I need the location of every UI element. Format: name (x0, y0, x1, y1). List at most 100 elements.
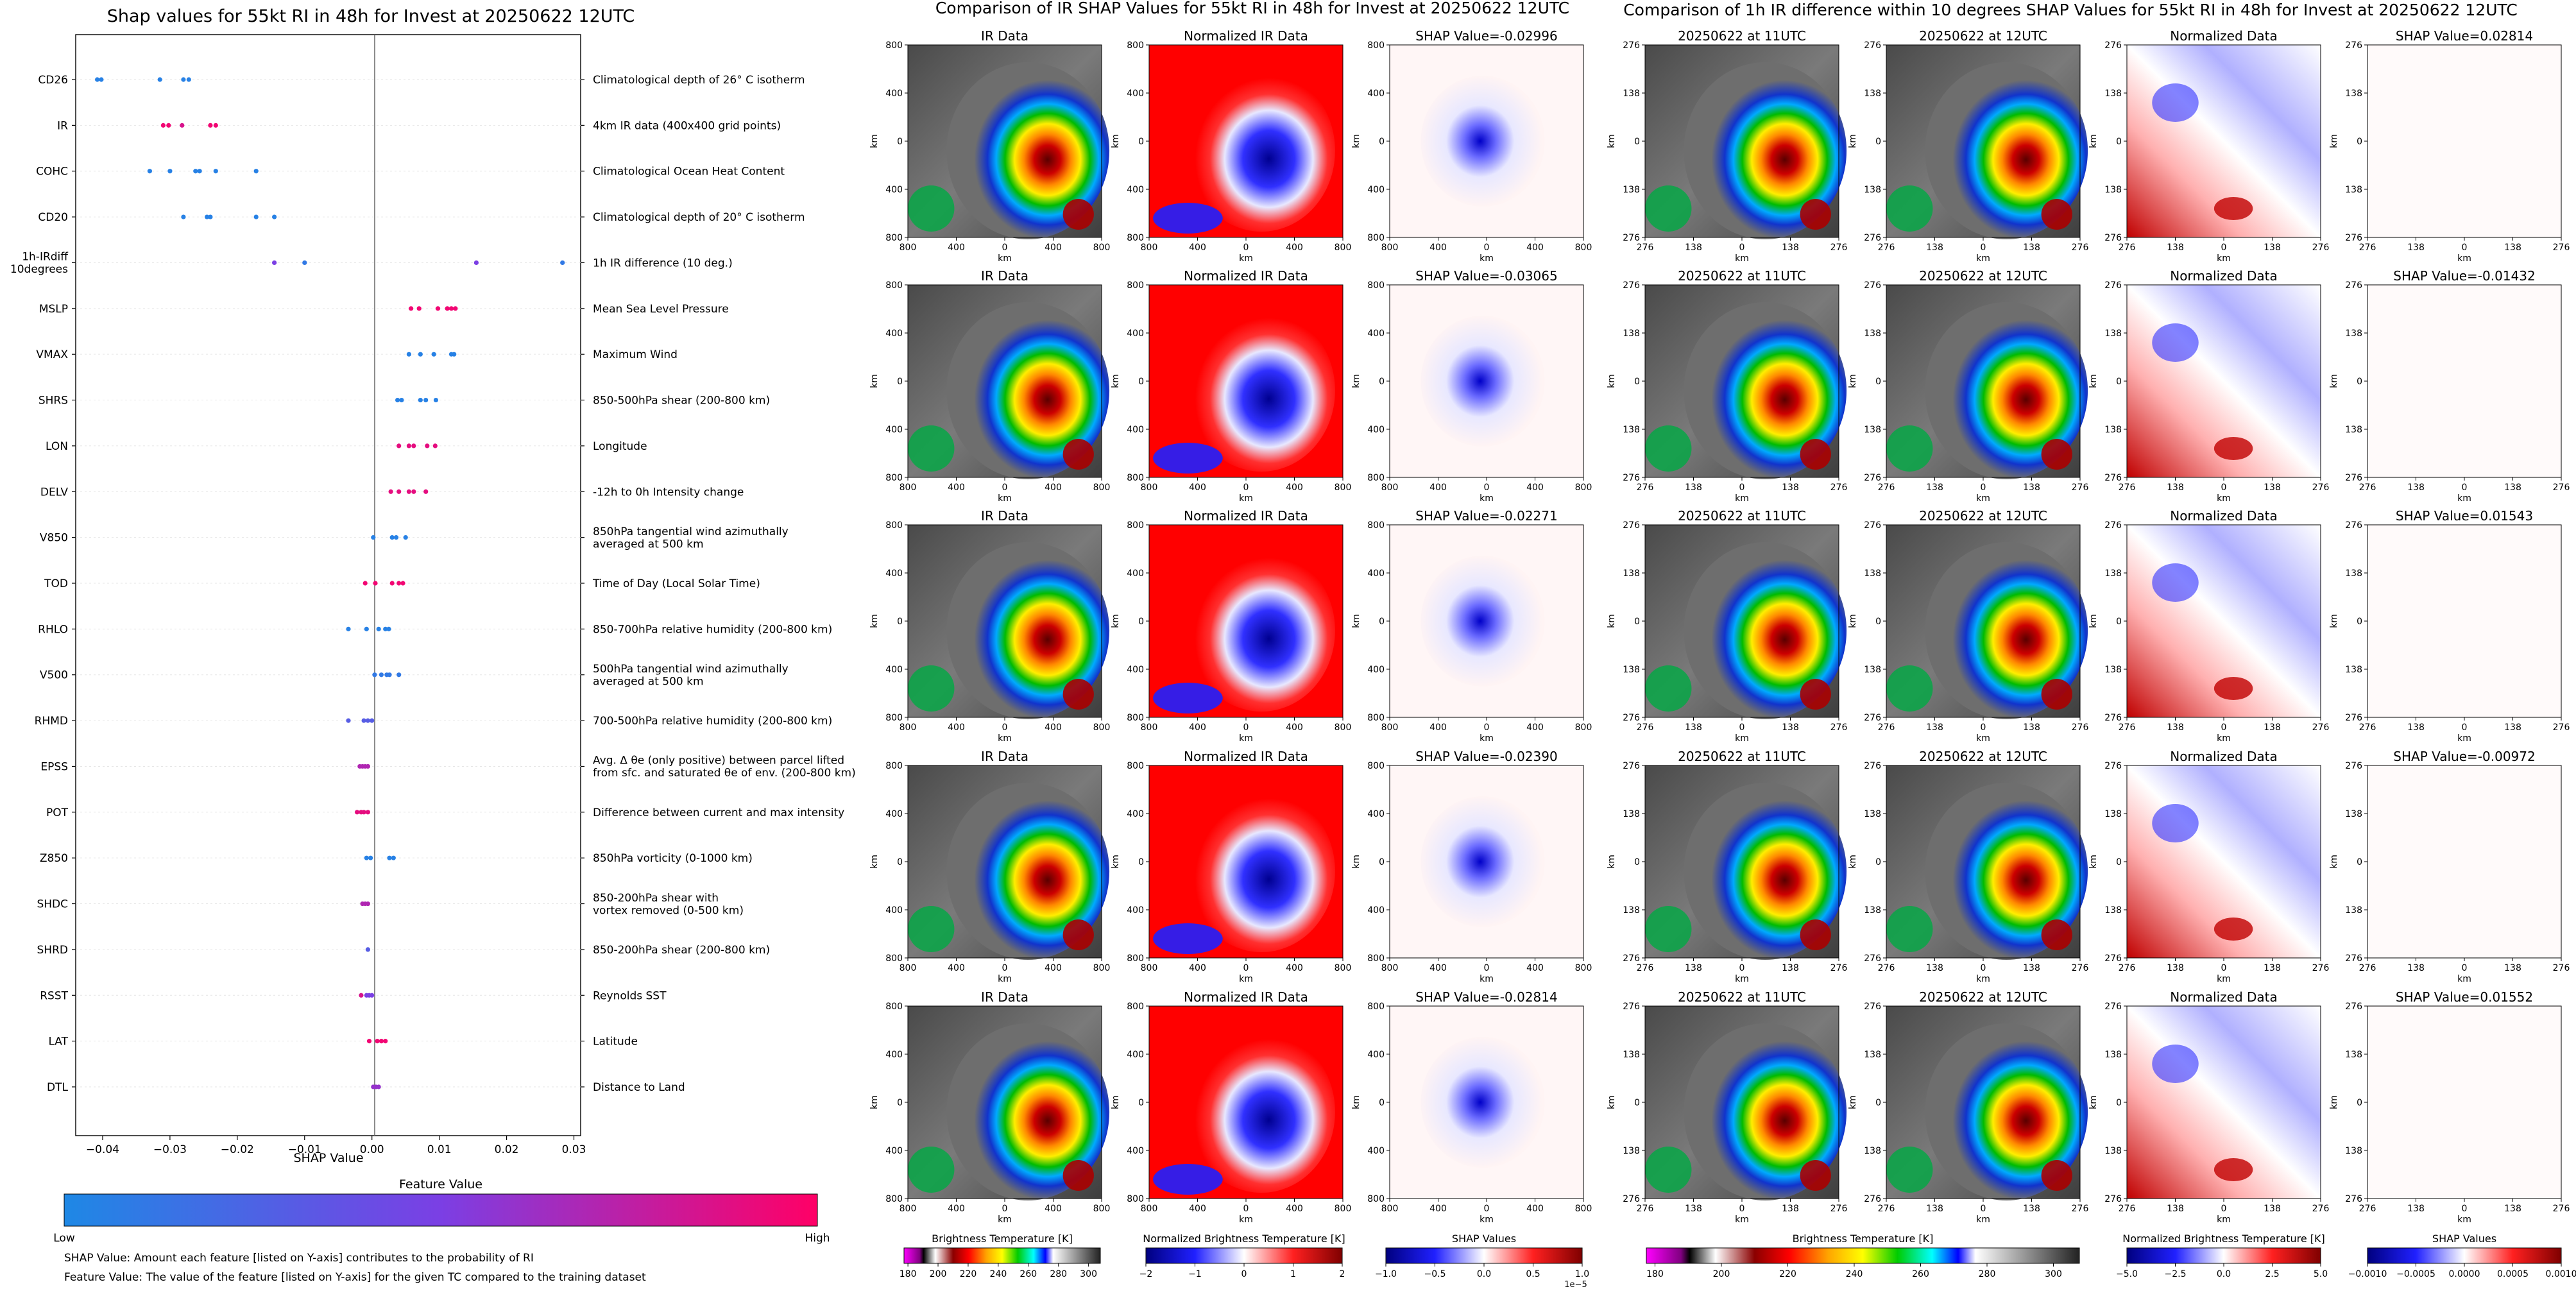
x-tick-label: 800 (900, 482, 917, 493)
y-tick-label: 0 (1138, 1098, 1144, 1108)
panel-title: 20250622 at 11UTC (1678, 508, 1806, 524)
colorbar-tick-label: 0 (1241, 1269, 1247, 1279)
shap-point-2-1 (167, 169, 173, 174)
feature-desc-10: 850hPa tangential wind azimuthally averag… (593, 525, 789, 551)
feature-desc-6: Maximum Wind (593, 348, 678, 361)
shap-point-5-0 (409, 306, 414, 311)
x-tick-label: 276 (2312, 482, 2330, 493)
x-axis-label: km (2457, 1215, 2471, 1225)
y-axis-label: km (1111, 134, 1121, 148)
cloud-cluster (908, 425, 955, 472)
y-tick-label: 276 (2104, 280, 2122, 291)
x-tick-label: 0 (2462, 963, 2468, 973)
colorbar-label: Normalized Brightness Temperature [K] (2122, 1233, 2325, 1245)
x-tick-label: 276 (2312, 963, 2330, 973)
shap-point-14-2 (365, 718, 371, 723)
feature-desc-14: 700-500hPa relative humidity (200-800 km… (593, 715, 832, 728)
shap-point-6-1 (418, 352, 423, 357)
y-tick-label: 138 (1623, 185, 1640, 195)
panel-title: Normalized Data (2170, 749, 2278, 764)
x-tick-label: 138 (1926, 482, 1943, 493)
y-axis-label: km (869, 855, 880, 869)
y-tick-label: 800 (1127, 1002, 1144, 1012)
colorbar-tick-label: 300 (1080, 1269, 1097, 1279)
colorbar-tick-label: −0.0005 (2396, 1269, 2435, 1279)
x-tick-label: 138 (1926, 1204, 1943, 1214)
y-tick-label: 0 (1379, 617, 1385, 627)
image-colorbars: Brightness Temperature [K] 180 200 220 240 26… (900, 1233, 2576, 1289)
panel-title: Normalized Data (2170, 28, 2278, 44)
x-tick-label: 0 (1981, 482, 1986, 493)
shap-point-1-3 (208, 123, 213, 128)
y-axis-label: km (1351, 855, 1361, 869)
shap-point-9-2 (406, 489, 412, 494)
feature-label-9: DELV (40, 486, 68, 499)
feature-desc-11: Time of Day (Local Solar Time) (592, 577, 760, 590)
colorbar-label: SHAP Values (1452, 1233, 1516, 1245)
cloud-cluster (1645, 906, 1692, 952)
x-axis-label: km (1239, 974, 1253, 984)
y-tick-label: 400 (1127, 905, 1144, 916)
cloud-cell (1062, 919, 1094, 950)
y-tick-label: 0 (1379, 377, 1385, 387)
x-tick-label: 800 (1093, 243, 1111, 253)
shap-point-5-1 (416, 306, 422, 311)
shap-point-16-0 (355, 810, 360, 815)
y-tick-label: 400 (885, 1146, 903, 1156)
x-tick-label: 400 (1286, 963, 1303, 973)
panel-title: Normalized IR Data (1184, 268, 1308, 284)
y-axis-label: km (2329, 855, 2339, 869)
x-tick-label: 800 (1381, 243, 1399, 253)
storm-cloud (1925, 302, 2088, 479)
colorbar-tick-label: 200 (1713, 1269, 1730, 1279)
storm-cloud (1684, 542, 1847, 719)
x-tick-label: 800 (1093, 963, 1111, 973)
x-tick-label: 138 (2023, 963, 2040, 973)
y-tick-label: 400 (1127, 568, 1144, 579)
x-tick-label: 276 (2119, 722, 2136, 733)
x-axis-label: km (1239, 733, 1253, 744)
x-tick-label: 0 (2221, 963, 2227, 973)
shap-point-2-5 (253, 169, 259, 174)
shap-point-4-3 (560, 260, 565, 266)
colorbar-tick-label: 0.0010 (2546, 1269, 2576, 1279)
colorbar-bar (1385, 1247, 1583, 1264)
y-tick-label: 800 (885, 761, 903, 771)
x-axis-label: km (1480, 733, 1494, 744)
x-tick-label: 276 (2553, 482, 2570, 493)
shap-point-19-0 (365, 947, 371, 952)
feature-desc-19: 850-200hPa shear (200-800 km) (593, 944, 770, 957)
y-tick-label: 800 (885, 1194, 903, 1204)
shap-core (1420, 796, 1545, 927)
x-tick-label: 138 (2264, 482, 2281, 493)
y-tick-label: 800 (1367, 713, 1385, 723)
x-tick-label: 400 (1189, 963, 1206, 973)
feature-label-14: RHMD (35, 715, 68, 728)
y-tick-label: 400 (885, 329, 903, 339)
x-tick-label: 138 (2504, 1204, 2521, 1214)
cloud-cell (1800, 199, 1831, 230)
shap-point-1-1 (166, 123, 171, 128)
shap-point-0-3 (181, 77, 186, 82)
colorbar-tick-label: 280 (1979, 1269, 1996, 1279)
x-axis-label: km (1480, 253, 1494, 264)
y-tick-label: 276 (1623, 713, 1640, 723)
feature-labels: CD26 IR COHC CD20 1h-IRdiff 10degrees MSLP VMAX… (10, 74, 76, 1094)
y-tick-label: 138 (1623, 809, 1640, 819)
shap-point-12-0 (346, 626, 351, 631)
x-tick-label: 800 (1575, 963, 1592, 973)
x-tick-label: 138 (2167, 243, 2184, 253)
x-tick-label: 400 (1526, 963, 1544, 973)
shap-point-2-4 (213, 169, 218, 174)
y-tick-label: 0 (897, 377, 903, 387)
y-tick-label: 276 (2345, 953, 2362, 964)
